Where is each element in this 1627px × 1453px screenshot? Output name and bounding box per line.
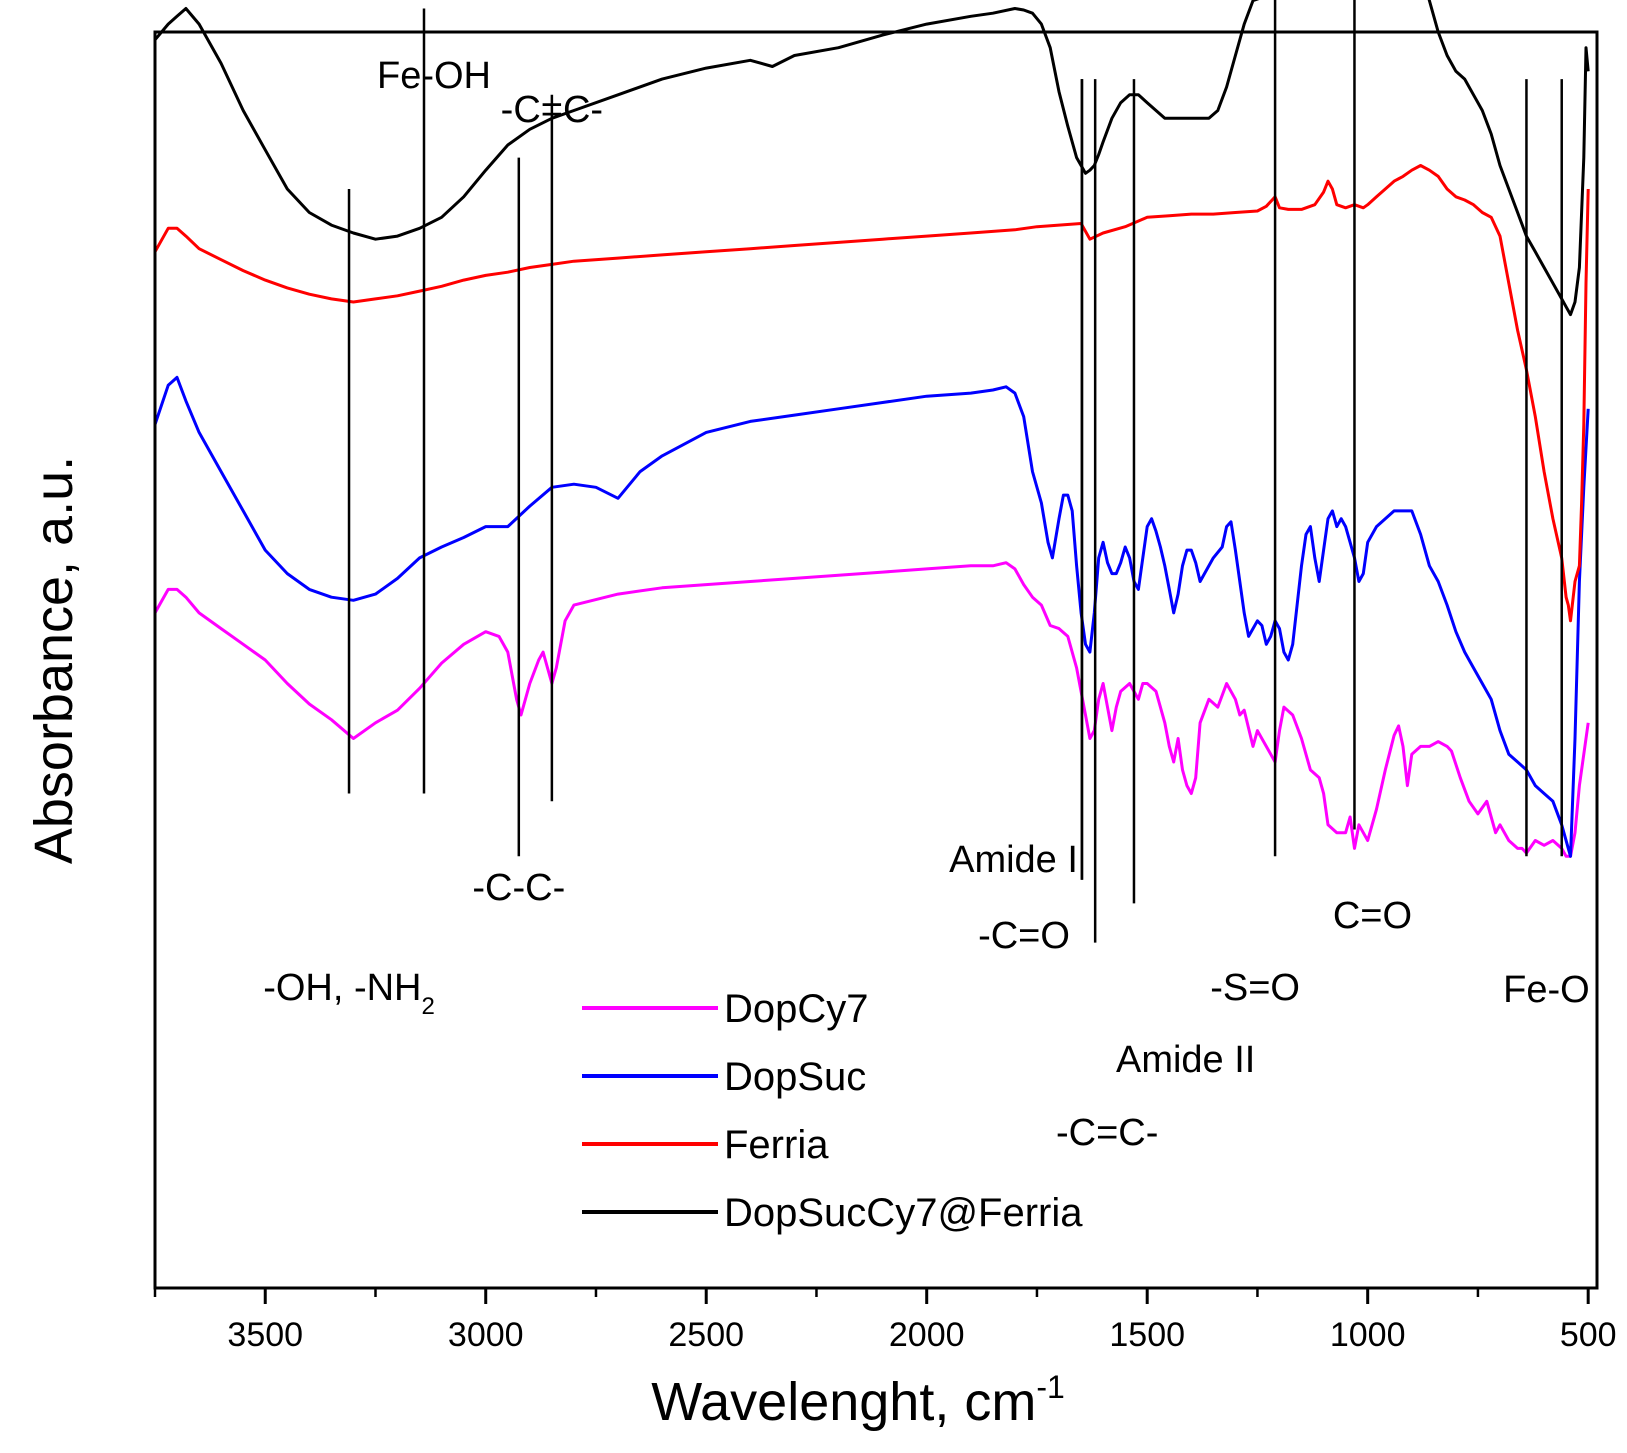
annotation-label: C=O [1333,895,1412,937]
x-axis-title-superscript: -1 [1036,1369,1064,1405]
legend-label: DopSuc [724,1055,866,1099]
y-axis-title: Absorbance, a.u. [24,456,84,864]
annotation-label: -C=C- [1056,1112,1158,1154]
annotation-label: Amide I [949,839,1078,881]
legend-label: Ferria [724,1123,829,1167]
series-line-dopsuc [153,375,1590,858]
series-line-dopsuccy7-ferria [153,0,1590,317]
annotation-label: Fe-O [1503,969,1590,1011]
x-tick-label: 1500 [1109,1316,1185,1354]
x-tick-label: 500 [1560,1316,1617,1354]
annotation-label: -S=O [1210,967,1300,1009]
plot-frame [153,30,1599,1290]
annotation-label: -C=C- [501,89,603,131]
x-tick-label: 1000 [1330,1316,1406,1354]
legend-label: DopSucCy7@Ferria [724,1191,1083,1235]
annotation-label: -OH, -NH2 [263,967,435,1020]
x-axis-title: Wavelenght, cm-1 [651,1369,1065,1432]
x-tick-label: 3000 [448,1316,524,1354]
annotation-label: -C-C- [472,867,565,909]
series-line-ferria [153,164,1590,623]
series-layer [153,0,1590,858]
annotation-label: Fe-OH [377,55,491,97]
annotation-layer: -OH, -NH2 Fe-OH -C-C- -C=C- -C=O Amide I -C=C-… [263,0,1590,1154]
x-axis-ticks: 3500 3000 2500 2000 1500 1000 500 [153,1288,1617,1354]
annotation-label: -C=O [978,915,1070,957]
x-tick-label: 2000 [889,1316,965,1354]
x-tick-label: 2500 [668,1316,744,1354]
series-line-dopcy7 [153,561,1590,858]
annotation-label: Amide II [1116,1039,1255,1081]
x-tick-label: 3500 [227,1316,303,1354]
legend-label: DopCy7 [724,987,869,1031]
legend: DopCy7 DopSuc Ferria DopSucCy7@Ferria [582,987,1083,1235]
